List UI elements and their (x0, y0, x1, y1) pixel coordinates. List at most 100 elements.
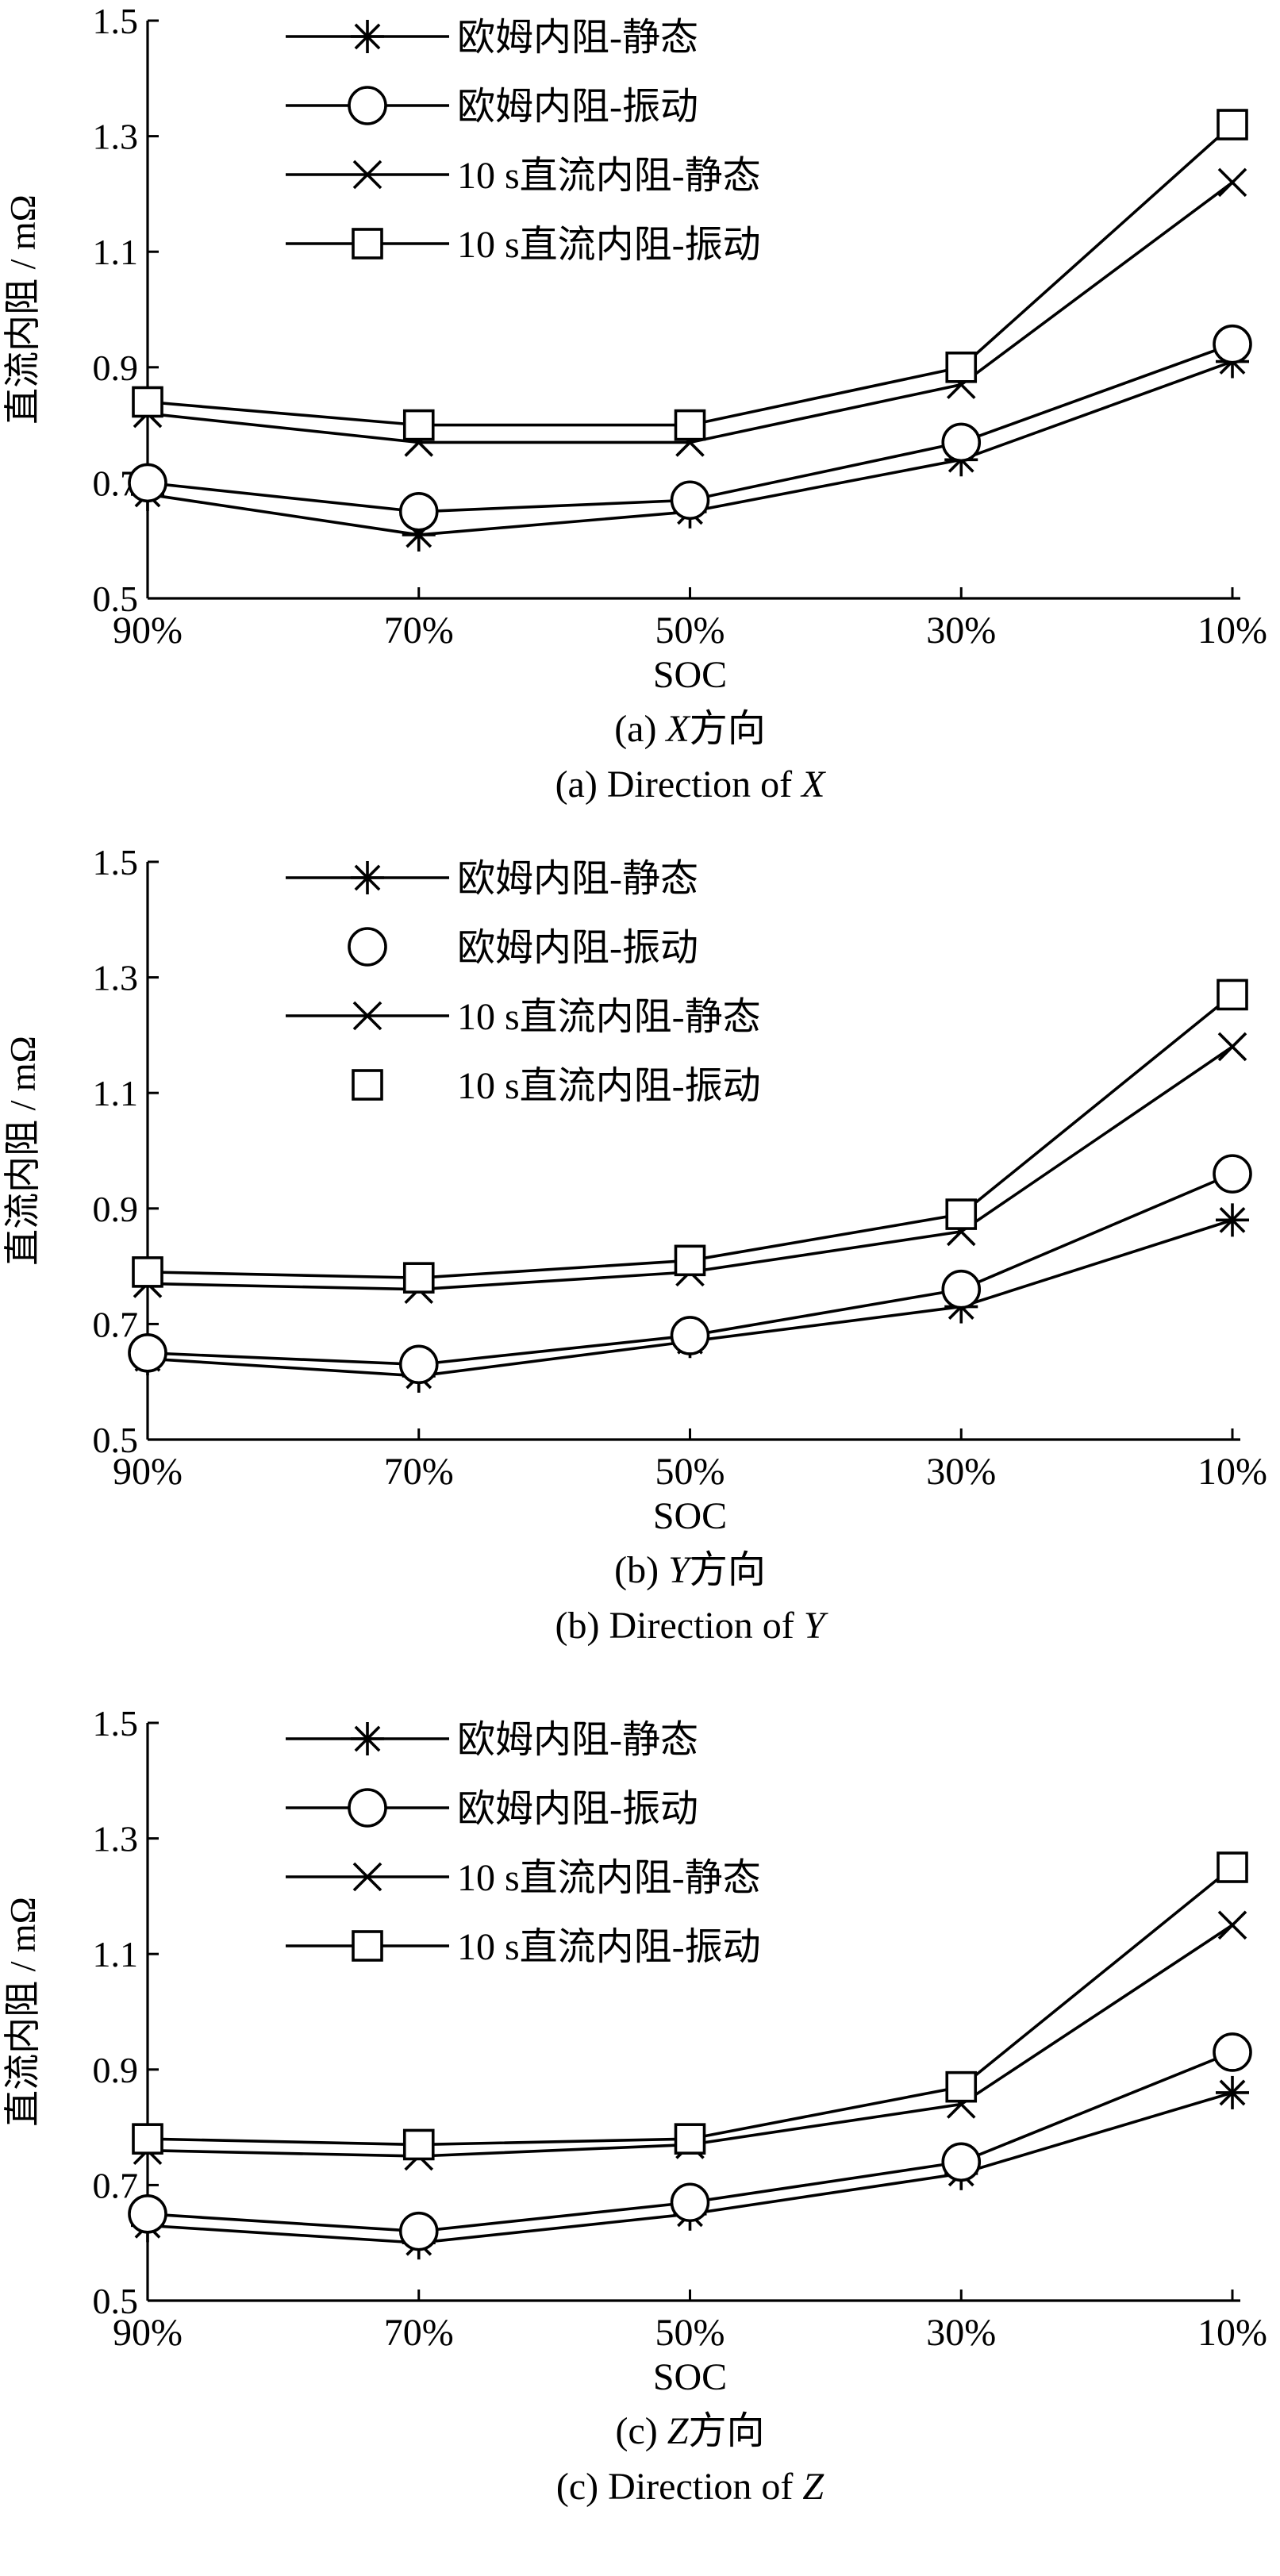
y-tick-label: 0.5 (93, 1420, 139, 1460)
x-tick-label: 50% (655, 609, 725, 652)
legend-marker-4 (352, 1069, 383, 1101)
y-axis-label: 直流内阻 / mΩ (2, 194, 43, 425)
data-point-s2-2 (398, 1344, 439, 1385)
data-point-s2-1 (128, 463, 167, 503)
caption-cn-suffix: 方向 (690, 1549, 766, 1591)
legend-label: 欧姆内阻-静态 (457, 17, 698, 59)
x-tick-label: 70% (384, 2312, 454, 2354)
x-axis-label: SOC (653, 2356, 727, 2398)
legend-marker-2 (348, 86, 387, 125)
data-point-s3-5 (1217, 167, 1247, 198)
legend-marker-1 (351, 1722, 384, 1755)
data-point-s4-4 (945, 351, 978, 383)
caption-en: (c) Direction of Z (556, 2466, 825, 2508)
caption-cn: (b) Y方向 (614, 1549, 766, 1591)
y-tick-label: 1.5 (93, 842, 139, 882)
caption-en-prefix: (b) Direction of (555, 1605, 804, 1647)
x-tick-label: 10% (1197, 609, 1267, 652)
x-tick-label: 30% (926, 609, 996, 652)
chart-panel-3: 0.5 0.7 0.9 1.1 1.3 1.5 90% 70% 50% 30% 10% 直流内阻 / … (2, 1703, 1267, 2508)
y-tick-label: 0.5 (93, 579, 139, 619)
x-tick-label: 70% (384, 609, 454, 652)
data-point-s3-5 (1217, 1910, 1247, 1940)
series-line-4 (147, 1866, 1234, 2147)
caption-cn-suffix: 方向 (688, 2410, 764, 2452)
caption-cn-prefix: (a) (614, 708, 666, 750)
x-tick-label: 30% (926, 2312, 996, 2354)
legend-label: 10 s直流内阻-振动 (457, 1926, 761, 1968)
y-tick-label: 1.5 (93, 1, 139, 41)
y-tick-label: 1.1 (93, 232, 139, 272)
legend-marker-2 (348, 1788, 387, 1828)
y-tick-label: 0.9 (93, 348, 139, 388)
data-point-s4-2 (402, 1262, 435, 1294)
legend-label: 10 s直流内阻-静态 (457, 996, 761, 1038)
data-point-s2-5 (1213, 1154, 1252, 1194)
data-point-s3-5 (1217, 1032, 1247, 1062)
caption-en-axis: X (800, 763, 826, 805)
data-point-s2-5 (1213, 324, 1252, 364)
legend-marker-3 (352, 160, 382, 190)
data-point-s2-5 (1213, 2032, 1252, 2072)
y-tick-label: 1.1 (93, 1934, 139, 1974)
y-tick-label: 0.7 (93, 1304, 139, 1344)
x-axis-label: SOC (653, 654, 727, 696)
y-tick-label: 0.7 (93, 2165, 139, 2205)
caption-en-axis: Y (804, 1605, 828, 1647)
y-tick-label: 0.9 (93, 2050, 139, 2090)
data-point-s4-3 (674, 2123, 706, 2155)
chart-panel-1: 0.50.70.91.11.31.590% 70% 50% 30% 10%直流内阻 / … (2, 1, 1267, 805)
data-point-s4-4 (945, 2070, 978, 2103)
y-tick-label: 0.5 (93, 2281, 139, 2321)
x-tick-label: 50% (655, 2312, 725, 2354)
data-point-s4-2 (402, 2128, 435, 2161)
legend-marker-2 (348, 927, 387, 967)
data-point-s1-5 (1216, 1203, 1249, 1237)
caption-cn: (a) X方向 (614, 708, 766, 750)
caption-cn-prefix: (c) (616, 2410, 667, 2452)
data-point-s4-1 (132, 1256, 163, 1288)
data-point-s2-4 (941, 2142, 982, 2182)
legend-marker-4 (352, 1930, 383, 1962)
data-point-s4-1 (132, 386, 163, 418)
legend-label: 欧姆内阻-静态 (457, 858, 698, 900)
data-point-s2-3 (670, 1316, 710, 1355)
x-tick-label: 90% (113, 1451, 183, 1493)
data-point-s2-3 (670, 480, 710, 521)
data-point-s2-4 (941, 1269, 982, 1309)
data-point-s4-2 (402, 409, 435, 441)
data-point-s1-5 (1216, 2075, 1249, 2109)
caption-en: (a) Direction of X (555, 763, 827, 805)
legend-marker-3 (352, 1001, 382, 1031)
caption-en-prefix: (c) Direction of (556, 2466, 803, 2508)
x-tick-label: 10% (1197, 2312, 1267, 2354)
caption-en-prefix: (a) Direction of (555, 763, 802, 805)
legend-label: 10 s直流内阻-静态 (457, 155, 761, 197)
caption-cn-axis: X (664, 708, 690, 750)
data-point-s2-3 (670, 2182, 710, 2223)
y-tick-label: 1.5 (93, 1703, 139, 1744)
caption-cn-prefix: (b) (614, 1549, 668, 1591)
chart-panel-2: 0.5 0.7 0.9 1.1 1.3 1.5 90% 70% 50% 30% 10% 直流内阻 / … (2, 842, 1267, 1647)
data-point-s2-1 (128, 1332, 167, 1373)
x-tick-label: 50% (655, 1451, 725, 1493)
data-point-s4-5 (1217, 109, 1248, 140)
data-point-s2-2 (398, 2211, 439, 2251)
x-tick-label: 10% (1197, 1451, 1267, 1493)
data-point-s4-3 (674, 1244, 706, 1277)
legend-marker-1 (351, 20, 384, 53)
data-point-s2-1 (128, 2193, 167, 2234)
legend-label: 欧姆内阻-振动 (457, 1788, 698, 1830)
y-tick-label: 0.9 (93, 1189, 139, 1229)
legend-label: 10 s直流内阻-静态 (457, 1857, 761, 1899)
x-tick-label: 30% (926, 1451, 996, 1493)
data-point-s4-5 (1217, 978, 1248, 1011)
y-tick-label: 1.3 (93, 1819, 139, 1859)
data-point-s4-4 (945, 1198, 978, 1230)
caption-cn-axis: Y (668, 1549, 693, 1591)
data-point-s4-3 (674, 409, 706, 441)
caption-cn: (c) Z方向 (616, 2410, 765, 2452)
